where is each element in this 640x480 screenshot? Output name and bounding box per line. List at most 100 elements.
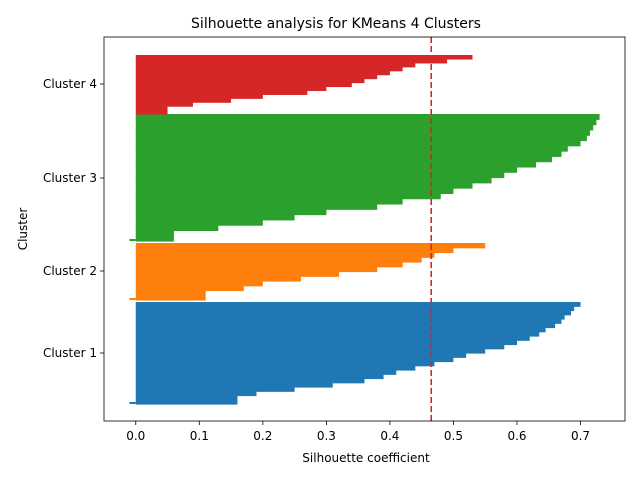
silhouette-bar: [135, 209, 327, 216]
silhouette-bar: [135, 276, 301, 282]
silhouette-bar: [135, 188, 454, 194]
silhouette-bar: [135, 374, 384, 380]
silhouette-bar: [135, 129, 591, 136]
silhouette-bar: [135, 124, 594, 131]
silhouette-bar: [135, 110, 168, 115]
silhouette-bar: [135, 391, 257, 397]
silhouette-bar: [135, 281, 263, 287]
y-tick-label: Cluster 1: [43, 346, 97, 360]
silhouette-bar: [135, 78, 365, 84]
y-tick-label: Cluster 2: [43, 264, 97, 278]
x-tick-label: 0.5: [444, 429, 463, 443]
cluster-band-1: [129, 302, 581, 405]
silhouette-bar: [135, 378, 365, 384]
y-tick-label: Cluster 3: [43, 171, 97, 185]
silhouette-bar: [135, 135, 587, 142]
silhouette-bar: [135, 198, 403, 205]
x-axis-ticks: 0.0 0.1 0.2 0.3 0.4 0.5 0.6 0.7: [126, 421, 590, 443]
silhouette-bar: [135, 82, 352, 88]
silhouette-bar: [135, 302, 581, 307]
silhouette-bar: [135, 382, 333, 388]
silhouette-bar: [135, 140, 581, 147]
silhouette-bar: [135, 94, 263, 99]
silhouette-bar: [135, 90, 308, 95]
silhouette-bar: [135, 230, 174, 237]
silhouette-bar: [135, 70, 390, 76]
x-axis-label: Silhouette coefficient: [302, 451, 430, 465]
silhouette-bar: [135, 331, 540, 337]
chart-title: Silhouette analysis for KMeans 4 Cluster…: [191, 16, 481, 32]
silhouette-bar: [135, 145, 568, 152]
silhouette-bar: [135, 306, 575, 312]
silhouette-bar: [135, 262, 403, 268]
silhouette-bar: [135, 266, 378, 273]
silhouette-bar: [135, 399, 238, 405]
silhouette-bar: [135, 290, 206, 296]
silhouette-bar: [135, 247, 454, 254]
silhouette-bar: [135, 55, 473, 60]
silhouette-bar: [135, 166, 517, 173]
silhouette-bar: [135, 295, 206, 301]
silhouette-bar: [135, 336, 530, 341]
silhouette-bar: [135, 161, 537, 168]
silhouette-bar: [135, 344, 505, 350]
y-axis-ticks: Cluster 1 Cluster 2 Cluster 3 Cluster 4: [43, 77, 104, 360]
negative-silhouette-bar: [129, 239, 136, 241]
silhouette-bar: [135, 310, 571, 316]
silhouette-bar: [135, 102, 193, 107]
silhouette-bar: [135, 252, 435, 258]
silhouette-bar: [135, 285, 244, 292]
silhouette-bar: [135, 323, 556, 329]
silhouette-bar: [135, 387, 295, 392]
negative-silhouette-bar: [129, 298, 136, 300]
silhouette-bar: [135, 243, 486, 249]
x-tick-label: 0.0: [126, 429, 145, 443]
x-tick-label: 0.4: [380, 429, 399, 443]
silhouette-bar: [135, 74, 378, 80]
plot-frame: [103, 36, 626, 422]
silhouette-bar: [135, 353, 467, 358]
negative-silhouette-bar: [129, 402, 136, 404]
x-tick-label: 0.2: [253, 429, 272, 443]
silhouette-bar: [135, 357, 454, 363]
silhouette-bar: [135, 203, 378, 210]
cluster-band-4: [135, 55, 473, 115]
silhouette-bar: [135, 314, 565, 320]
x-tick-label: 0.3: [317, 429, 336, 443]
silhouette-bar: [135, 327, 546, 333]
silhouette-bar: [135, 361, 435, 367]
silhouette-bar: [135, 114, 600, 120]
silhouette-bar: [135, 156, 552, 163]
silhouette-bar: [135, 370, 397, 375]
silhouette-bar: [135, 119, 597, 126]
silhouette-bar: [135, 235, 174, 242]
silhouette-bar: [135, 182, 473, 189]
silhouette-bar: [135, 151, 562, 157]
x-tick-label: 0.6: [507, 429, 526, 443]
cluster-band-3: [129, 114, 600, 242]
x-tick-label: 0.7: [571, 429, 590, 443]
y-tick-label: Cluster 4: [43, 77, 97, 91]
y-axis-label: Cluster: [16, 208, 30, 251]
x-tick-label: 0.1: [190, 429, 209, 443]
silhouette-bar: [135, 271, 340, 277]
silhouette-bar: [135, 348, 486, 354]
silhouette-bar: [135, 62, 416, 68]
silhouette-bar: [135, 219, 263, 226]
silhouette-bar: [135, 66, 403, 72]
silhouette-bar: [135, 98, 232, 103]
silhouette-bar: [135, 319, 562, 324]
silhouette-bar: [135, 365, 416, 371]
cluster-band-2: [129, 243, 486, 301]
silhouette-bar: [135, 340, 517, 346]
silhouette-bar: [135, 395, 238, 401]
silhouette-bar: [135, 58, 448, 64]
silhouette-bars: [129, 55, 600, 405]
silhouette-bar: [135, 172, 505, 179]
silhouette-bar: [135, 177, 492, 184]
silhouette-bar: [135, 225, 219, 232]
silhouette-bar: [135, 257, 422, 263]
silhouette-bar: [135, 106, 168, 111]
silhouette-bar: [135, 86, 327, 91]
